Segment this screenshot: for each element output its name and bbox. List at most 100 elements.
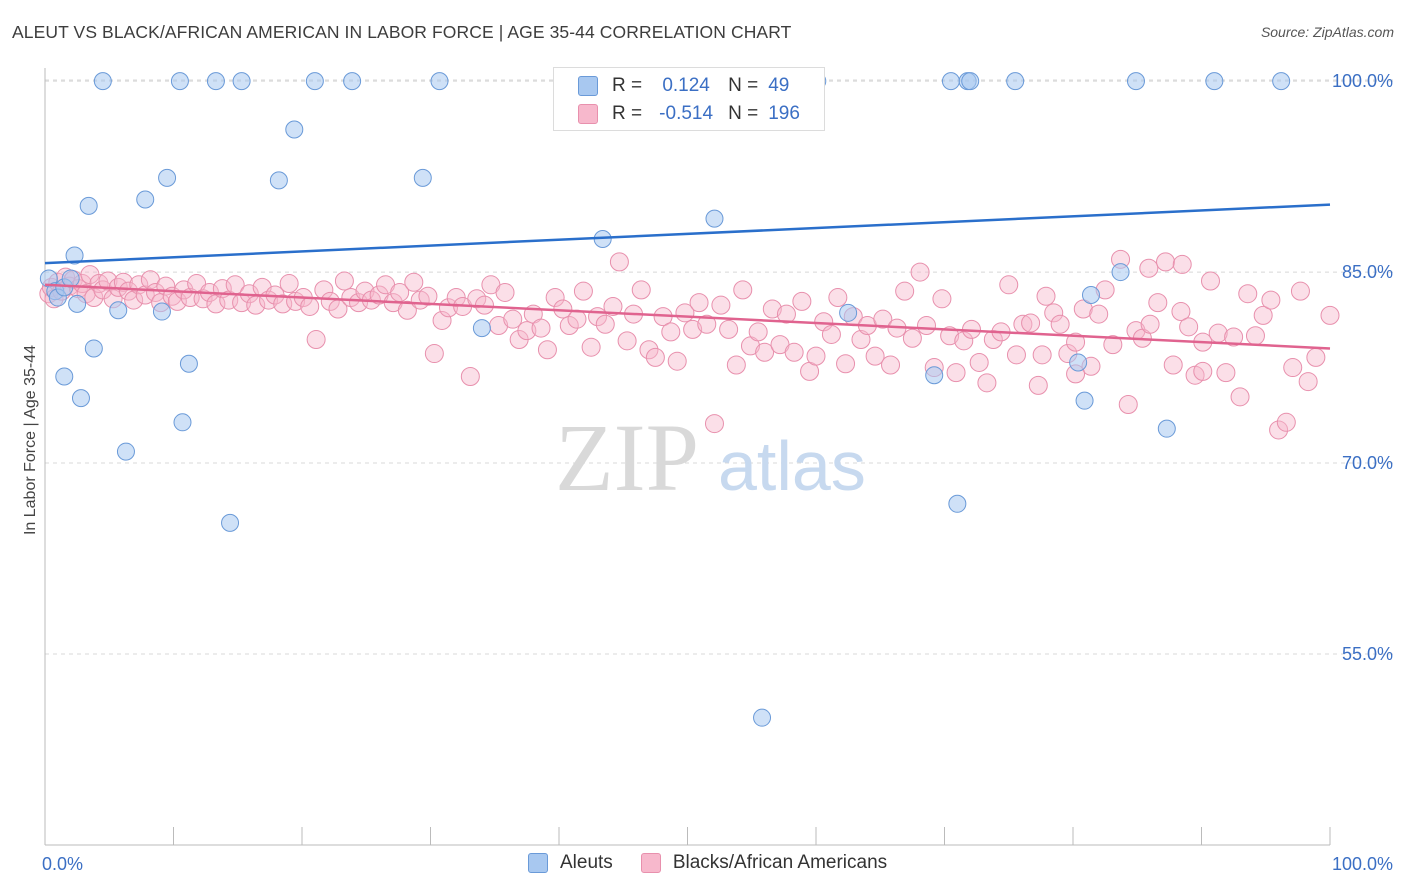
data-point-black (784, 342, 804, 362)
trend-line-aleut (44, 203, 1331, 265)
legend-row-aleut: R = 0.124 N = 49 (578, 72, 789, 100)
data-point-aleut (1205, 72, 1224, 91)
data-point-black (573, 281, 593, 301)
legend-swatch-black (578, 104, 598, 124)
data-point-black (1050, 314, 1070, 334)
chart-title: ALEUT VS BLACK/AFRICAN AMERICAN IN LABOR… (12, 22, 792, 42)
data-point-black (1172, 254, 1192, 274)
data-point-black (1179, 317, 1199, 337)
data-point-black (873, 309, 893, 329)
series-aleut-points (39, 72, 1291, 727)
data-point-aleut (158, 168, 177, 187)
data-point-black (1032, 345, 1052, 365)
data-point-black (726, 355, 746, 375)
data-point-black (1216, 363, 1236, 383)
data-point-black (113, 272, 133, 292)
data-point-black (1140, 314, 1160, 334)
watermark: ZIP atlas (555, 404, 866, 511)
data-point-black (595, 314, 615, 334)
data-point-black (711, 295, 731, 315)
watermark-atlas: atlas (718, 427, 866, 505)
legend-item-black[interactable]: Blacks/African Americans (640, 852, 888, 874)
data-point-aleut (705, 209, 724, 228)
legend-label-black-african-americans: Blacks/African Americans (672, 852, 888, 873)
legend-item-aleuts[interactable]: Aleuts (528, 852, 613, 874)
data-point-black (279, 274, 299, 294)
data-point-black (603, 296, 623, 316)
data-point-aleut (55, 367, 74, 386)
legend-r-value: -0.514 (659, 103, 714, 124)
legend-n-value: 49 (768, 75, 790, 96)
data-point-black (432, 310, 452, 330)
data-point-black (1320, 305, 1340, 325)
y-tick-label: 100.0% (1332, 71, 1393, 91)
data-point-black (98, 271, 118, 291)
y-tick-label: 85.0% (1342, 262, 1393, 282)
data-point-black (320, 291, 340, 311)
series-legend: Aleuts Blacks/African Americans (528, 852, 915, 874)
y-tick-label: 55.0% (1342, 644, 1393, 664)
data-point-aleut (1075, 391, 1094, 410)
data-point-black (733, 280, 753, 300)
data-point-black (300, 296, 320, 316)
data-point-aleut (472, 319, 491, 338)
legend-n-value: 196 (768, 103, 800, 124)
data-point-aleut (941, 72, 960, 91)
data-point-black (932, 289, 952, 309)
data-point-black (559, 316, 579, 336)
data-point-aleut (68, 294, 87, 313)
data-point-aleut (1157, 419, 1176, 438)
x-tick-label: 0.0% (42, 854, 83, 874)
legend-swatch-black-african-americans (640, 853, 661, 873)
data-point-black (689, 293, 709, 313)
stats-legend: R = 0.124 N = 49 R = -0.514 N = 196 (553, 67, 825, 131)
data-point-aleut (961, 72, 980, 91)
data-point-aleut (65, 246, 84, 265)
data-point-black (1290, 281, 1310, 301)
data-point-black (828, 288, 848, 308)
data-point-black (1224, 327, 1244, 347)
data-point-black (755, 342, 775, 362)
data-point-black (537, 340, 557, 360)
data-point-black (1156, 252, 1176, 272)
data-point-aleut (1126, 72, 1145, 91)
data-point-black (697, 314, 717, 334)
data-point-black (397, 300, 417, 320)
data-point-black (836, 354, 856, 374)
data-point-black (683, 319, 703, 339)
data-point-black (567, 309, 587, 329)
series-black-points (39, 249, 1340, 440)
source-label: Source: ZipAtlas.com (1260, 24, 1394, 40)
data-point-aleut (116, 442, 135, 461)
data-point-aleut (413, 168, 432, 187)
data-point-black (1283, 358, 1303, 378)
data-point-black (1163, 355, 1183, 375)
data-point-aleut (285, 120, 304, 139)
legend-n-label: N = (728, 103, 759, 124)
data-point-aleut (221, 513, 240, 532)
data-point-black (645, 347, 665, 367)
data-point-aleut (61, 269, 80, 288)
axes (44, 68, 1331, 846)
data-point-aleut (1272, 72, 1291, 91)
data-point-aleut (269, 171, 288, 190)
data-point-aleut (170, 72, 189, 91)
data-point-aleut (430, 72, 449, 91)
data-point-aleut (152, 302, 171, 321)
data-point-black (124, 290, 144, 310)
data-point-black (946, 363, 966, 383)
data-point-black (1021, 313, 1041, 333)
data-point-black (910, 262, 930, 282)
data-point-black (1103, 335, 1123, 355)
data-point-aleut (925, 366, 944, 385)
data-point-black (1044, 303, 1064, 323)
data-point-black (821, 324, 841, 344)
data-point-black (719, 319, 739, 339)
data-point-aleut (232, 72, 251, 91)
data-point-black (1066, 332, 1086, 352)
data-point-black (424, 344, 444, 364)
data-point-black (517, 321, 537, 341)
data-point-black (792, 291, 812, 311)
data-point-black (1193, 361, 1213, 381)
data-point-black (1073, 299, 1093, 319)
